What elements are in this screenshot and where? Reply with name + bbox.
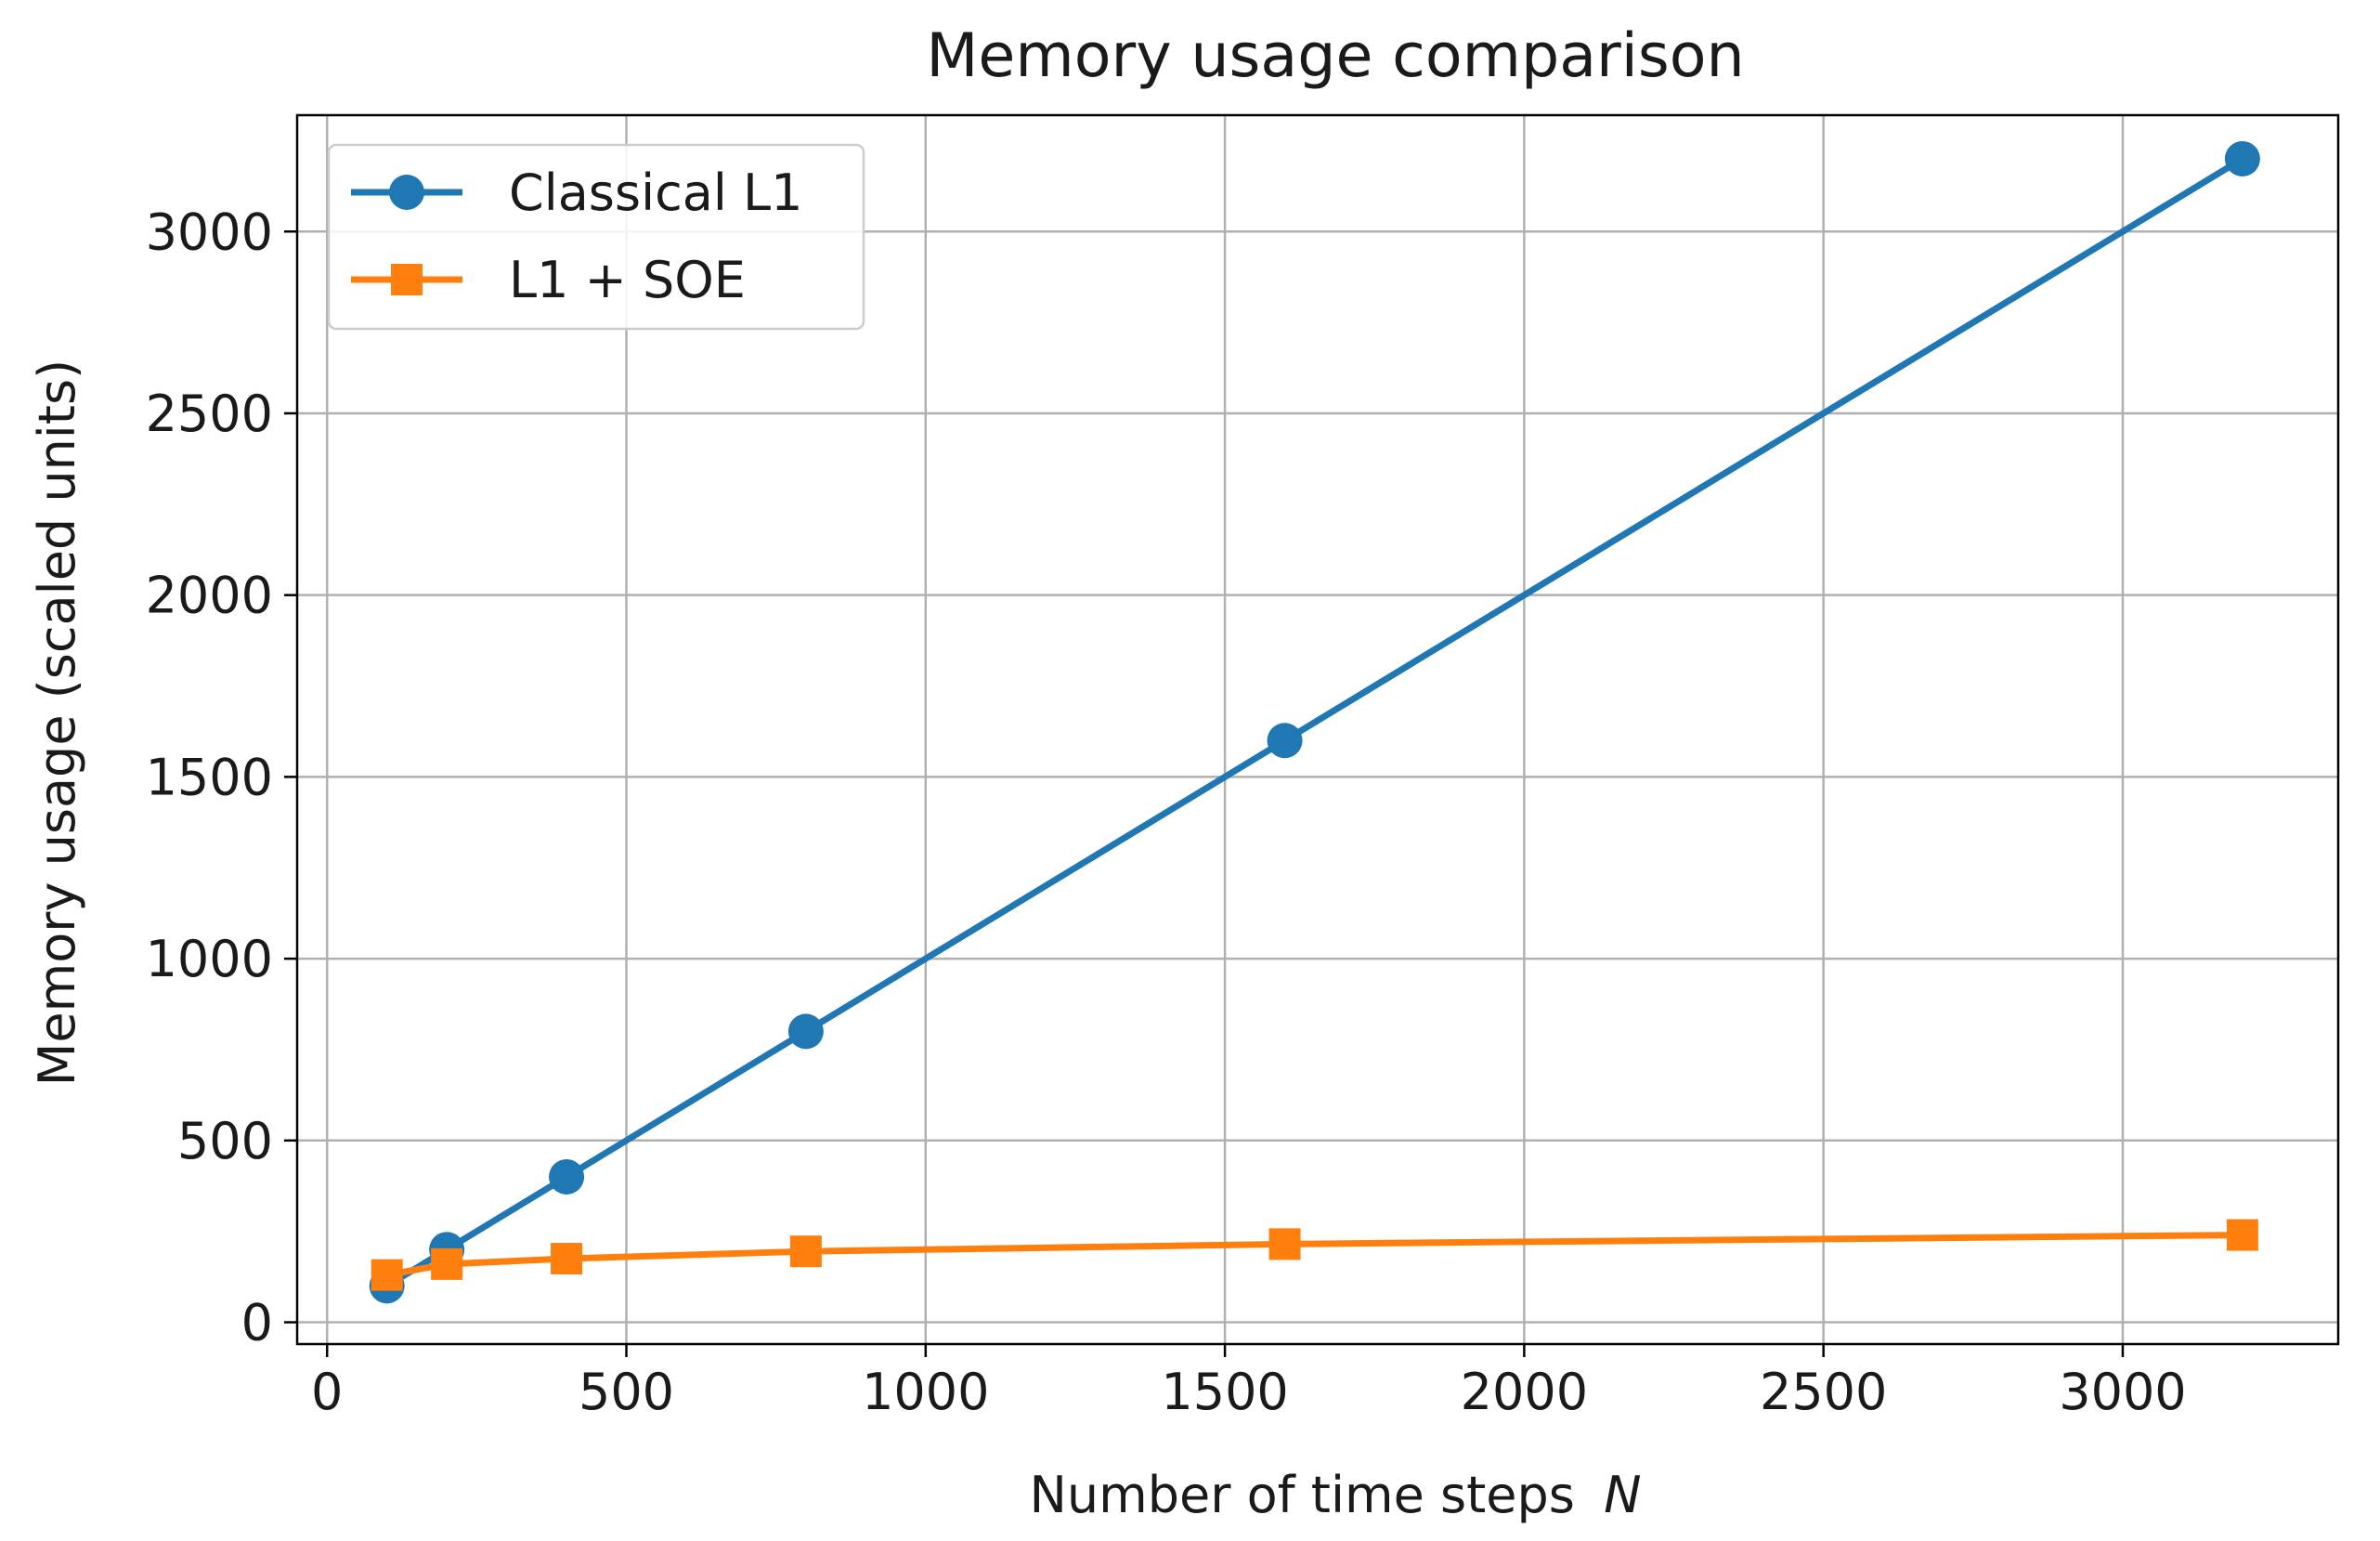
grid — [297, 115, 2338, 1344]
y-tick-label: 500 — [177, 1112, 273, 1170]
x-tick-label: 2000 — [1461, 1363, 1588, 1421]
y-tick-label: 2000 — [146, 567, 273, 625]
x-tick-label: 2500 — [1760, 1363, 1887, 1421]
data-point — [431, 1247, 463, 1280]
y-tick-label: 0 — [241, 1294, 273, 1352]
series-l1-soe — [371, 1219, 2258, 1291]
data-point — [1267, 723, 1303, 759]
legend-marker — [391, 264, 423, 295]
x-axis-title: Number of time steps N — [1030, 1466, 1642, 1524]
x-axis: 0 500 1000 1500 2000 2500 3000 — [311, 1344, 2187, 1421]
legend-label: Classical L1 — [509, 163, 802, 222]
y-tick-label: 1500 — [146, 748, 273, 806]
data-point — [787, 1013, 824, 1050]
x-axis-title-text: Number of time steps — [1030, 1466, 1575, 1524]
legend-item: L1 + SOE — [351, 251, 746, 309]
legend-label: L1 + SOE — [509, 251, 746, 309]
data-point — [371, 1259, 403, 1291]
data-point — [549, 1158, 585, 1195]
x-tick-label: 1000 — [862, 1363, 989, 1421]
chart-title: Memory usage comparison — [926, 21, 1744, 91]
y-tick-label: 1000 — [146, 930, 273, 988]
y-tick-label: 2500 — [146, 385, 273, 443]
series-line — [386, 1232, 2243, 1279]
data-point — [1268, 1228, 1301, 1260]
x-tick-label: 0 — [311, 1363, 343, 1421]
legend-marker — [389, 175, 424, 210]
x-axis-title-variable: N — [1604, 1466, 1641, 1524]
y-axis-title: Memory usage (scaled units) — [28, 359, 86, 1086]
x-tick-label: 3000 — [2059, 1363, 2186, 1421]
x-tick-label: 1500 — [1161, 1363, 1288, 1421]
y-axis: 0 500 1000 1500 2000 2500 3000 — [146, 202, 297, 1352]
data-point — [789, 1235, 822, 1268]
series-layer — [369, 140, 2260, 1304]
data-point — [2226, 1219, 2258, 1251]
data-point — [2224, 140, 2260, 176]
x-tick-label: 500 — [579, 1363, 674, 1421]
legend: Classical L1 L1 + SOE — [327, 143, 865, 331]
legend-item: Classical L1 — [351, 163, 802, 222]
plot-frame — [295, 113, 2340, 1346]
data-point — [551, 1243, 583, 1275]
y-tick-label: 3000 — [146, 202, 273, 261]
